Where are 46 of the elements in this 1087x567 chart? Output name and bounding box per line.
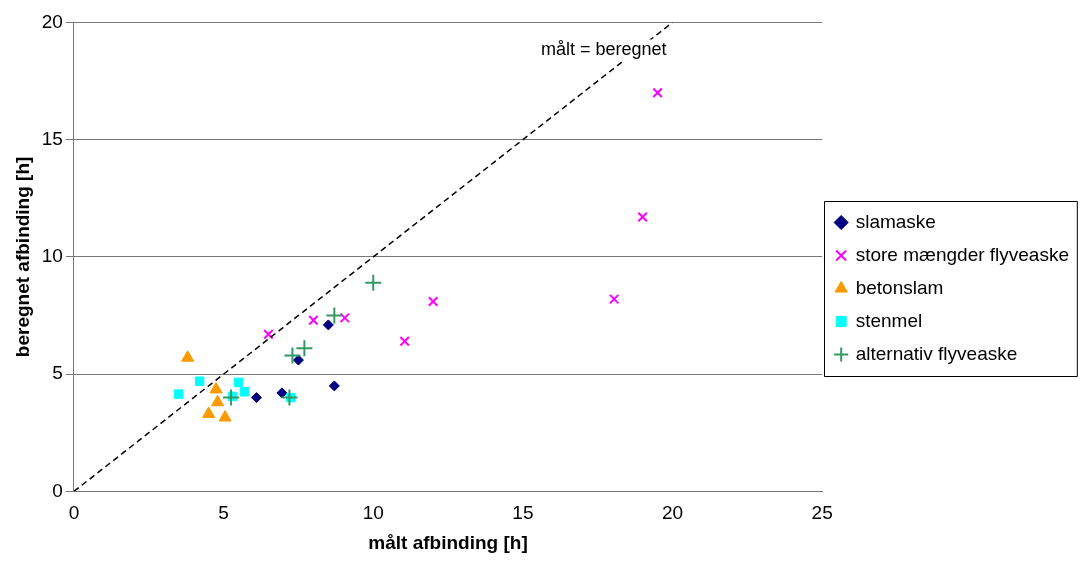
legend-label: slamaske (855, 210, 936, 232)
x-tick-label: 25 (811, 502, 833, 524)
point (339, 312, 351, 324)
y-tick-label: 20 (41, 10, 63, 32)
point (276, 387, 288, 399)
point (652, 87, 663, 98)
y-tick-label: 0 (52, 479, 63, 501)
x-tick-label: 10 (362, 502, 384, 524)
x-tick-label: 20 (661, 502, 684, 524)
point (263, 329, 274, 340)
point (399, 336, 410, 347)
point (325, 306, 344, 325)
point (211, 394, 225, 407)
x-tick-label: 15 (512, 502, 534, 524)
point (328, 380, 340, 392)
point (280, 388, 299, 407)
point (233, 377, 244, 388)
point (322, 319, 334, 331)
point (194, 376, 205, 386)
y-axis-title: beregnet afbinding [h] (11, 156, 33, 358)
point (218, 410, 232, 422)
point (181, 350, 195, 362)
point (209, 381, 223, 394)
point (427, 296, 439, 307)
legend-label: alternativ flyveaske (855, 342, 1018, 364)
point (283, 346, 302, 365)
y-tick-label: 10 (41, 245, 63, 267)
point (202, 406, 216, 419)
point (251, 392, 263, 404)
x-axis-title: målt afbinding [h] (368, 531, 528, 553)
y-tick-label: 5 (52, 362, 63, 384)
x-tick-label: 5 (218, 502, 229, 524)
point (637, 211, 648, 223)
x-tick-label: 0 (68, 502, 80, 524)
point (308, 314, 319, 326)
legend-label: betonslam (855, 276, 944, 298)
point (222, 388, 241, 407)
point (239, 387, 250, 397)
annotation: målt = beregnet (540, 39, 667, 60)
point (173, 389, 184, 399)
legend-label: store mængder flyveaske (855, 243, 1070, 265)
y-tick-label: 15 (41, 127, 63, 149)
point (364, 273, 383, 292)
point (608, 293, 620, 305)
point (295, 339, 314, 358)
legend-label: stenmel (855, 309, 923, 331)
